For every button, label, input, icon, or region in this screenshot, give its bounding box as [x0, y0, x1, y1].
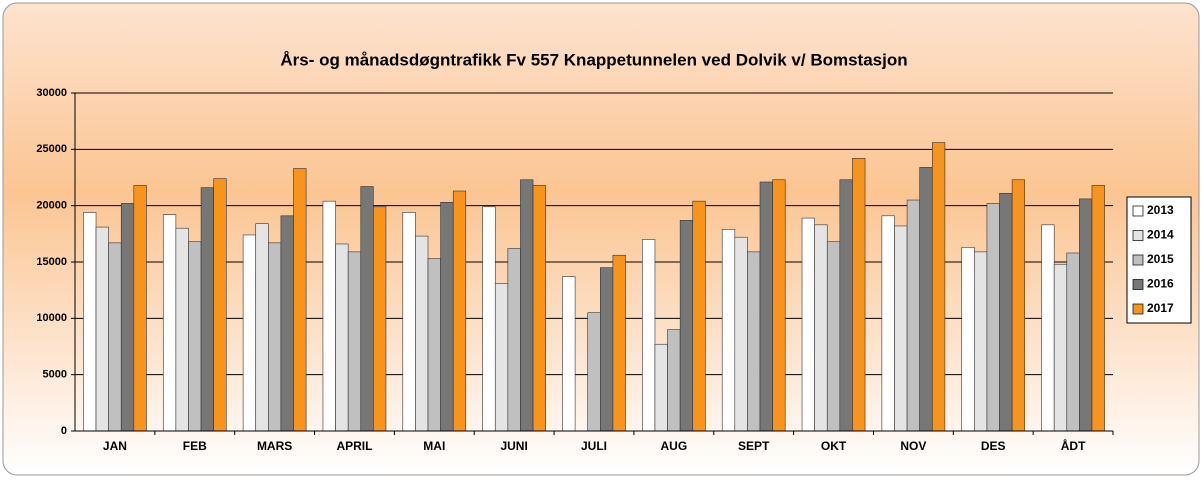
- bar: [599, 267, 614, 432]
- bar: [1066, 252, 1080, 432]
- bar: [999, 192, 1013, 432]
- x-tick-label: APRIL: [336, 439, 372, 453]
- bar: [402, 212, 416, 432]
- bar: [894, 225, 908, 432]
- y-tick-label: 30000: [36, 87, 67, 99]
- bar: [373, 206, 387, 432]
- bar: [906, 199, 920, 432]
- chart-title: Års- og månadsdøgntrafikk Fv 557 Knappet…: [280, 50, 907, 69]
- x-tick-label: JUNI: [500, 439, 527, 453]
- bar: [562, 276, 576, 432]
- bar: [293, 168, 307, 432]
- legend-label: 2015: [1147, 252, 1174, 266]
- bar: [721, 229, 736, 432]
- bar: [200, 187, 214, 432]
- bar: [1079, 198, 1093, 432]
- legend-label: 2014: [1147, 228, 1174, 242]
- bar: [692, 200, 706, 432]
- bar: [986, 203, 1000, 432]
- bar: [268, 242, 282, 432]
- bar: [1053, 263, 1068, 432]
- bar: [242, 234, 257, 432]
- bar: [852, 158, 866, 432]
- bar: [415, 235, 429, 432]
- bar: [1011, 179, 1026, 432]
- bar: [255, 223, 269, 432]
- legend-label: 2013: [1147, 203, 1174, 217]
- bar: [642, 239, 656, 432]
- x-tick-label: DES: [981, 439, 1006, 453]
- bar: [335, 243, 349, 432]
- y-tick-label: 20000: [36, 200, 67, 212]
- bar: [520, 179, 534, 432]
- bar: [280, 215, 294, 432]
- legend-swatch: [1132, 205, 1144, 217]
- bar: [482, 206, 496, 432]
- x-tick-label: MAI: [423, 439, 445, 453]
- bar: [1091, 185, 1105, 432]
- x-tick-label: AUG: [661, 439, 688, 453]
- bar: [452, 190, 467, 432]
- bar: [974, 251, 988, 432]
- bar: [931, 142, 946, 432]
- bar: [507, 248, 521, 432]
- bar: [801, 217, 815, 432]
- x-tick-label: SEPT: [738, 439, 770, 453]
- legend-swatch: [1132, 254, 1144, 266]
- y-tick-label: 10000: [36, 312, 67, 324]
- bar: [95, 226, 109, 432]
- bar: [440, 201, 454, 432]
- x-tick-label: MARS: [257, 439, 292, 453]
- bar: [120, 203, 135, 432]
- y-tick-label: 25000: [36, 143, 67, 155]
- bar: [839, 179, 853, 432]
- x-tick-label: JAN: [103, 439, 127, 453]
- bar: [360, 186, 374, 432]
- x-tick-label: ÅDT: [1061, 438, 1086, 453]
- bar: [734, 236, 748, 432]
- bar: [532, 185, 546, 432]
- bar: [826, 241, 841, 432]
- bar: [83, 212, 97, 432]
- bar: [654, 343, 668, 432]
- bar: [133, 185, 147, 432]
- bar: [108, 242, 122, 432]
- x-tick-label: OKT: [821, 439, 847, 453]
- bar: [347, 251, 362, 432]
- bar: [1041, 224, 1055, 432]
- x-tick-label: FEB: [183, 439, 207, 453]
- bar: [961, 247, 975, 432]
- bar: [213, 178, 227, 432]
- bar: [612, 254, 626, 432]
- legend-swatch: [1132, 279, 1144, 290]
- y-tick-label: 5000: [43, 369, 67, 381]
- bar: [322, 200, 336, 432]
- legend-label: 2017: [1147, 301, 1174, 315]
- legend-label: 2016: [1147, 277, 1174, 291]
- y-tick-label: 0: [61, 425, 67, 437]
- bar: [759, 181, 773, 432]
- legend-swatch: [1132, 303, 1144, 315]
- legend-swatch: [1132, 230, 1144, 241]
- bar: [427, 258, 441, 432]
- bar: [881, 215, 895, 432]
- bar: [919, 167, 933, 432]
- bar: [772, 179, 786, 432]
- bar: [667, 329, 681, 432]
- y-tick-label: 15000: [36, 256, 67, 268]
- bar: [747, 251, 761, 432]
- bar: [587, 312, 601, 432]
- bar: [175, 227, 189, 432]
- bar: [162, 214, 177, 432]
- bar: [188, 241, 202, 432]
- x-tick-label: NOV: [900, 439, 926, 453]
- bar: [494, 283, 509, 432]
- bar: [814, 224, 828, 432]
- bar: [679, 220, 694, 432]
- x-tick-label: JULI: [581, 439, 607, 453]
